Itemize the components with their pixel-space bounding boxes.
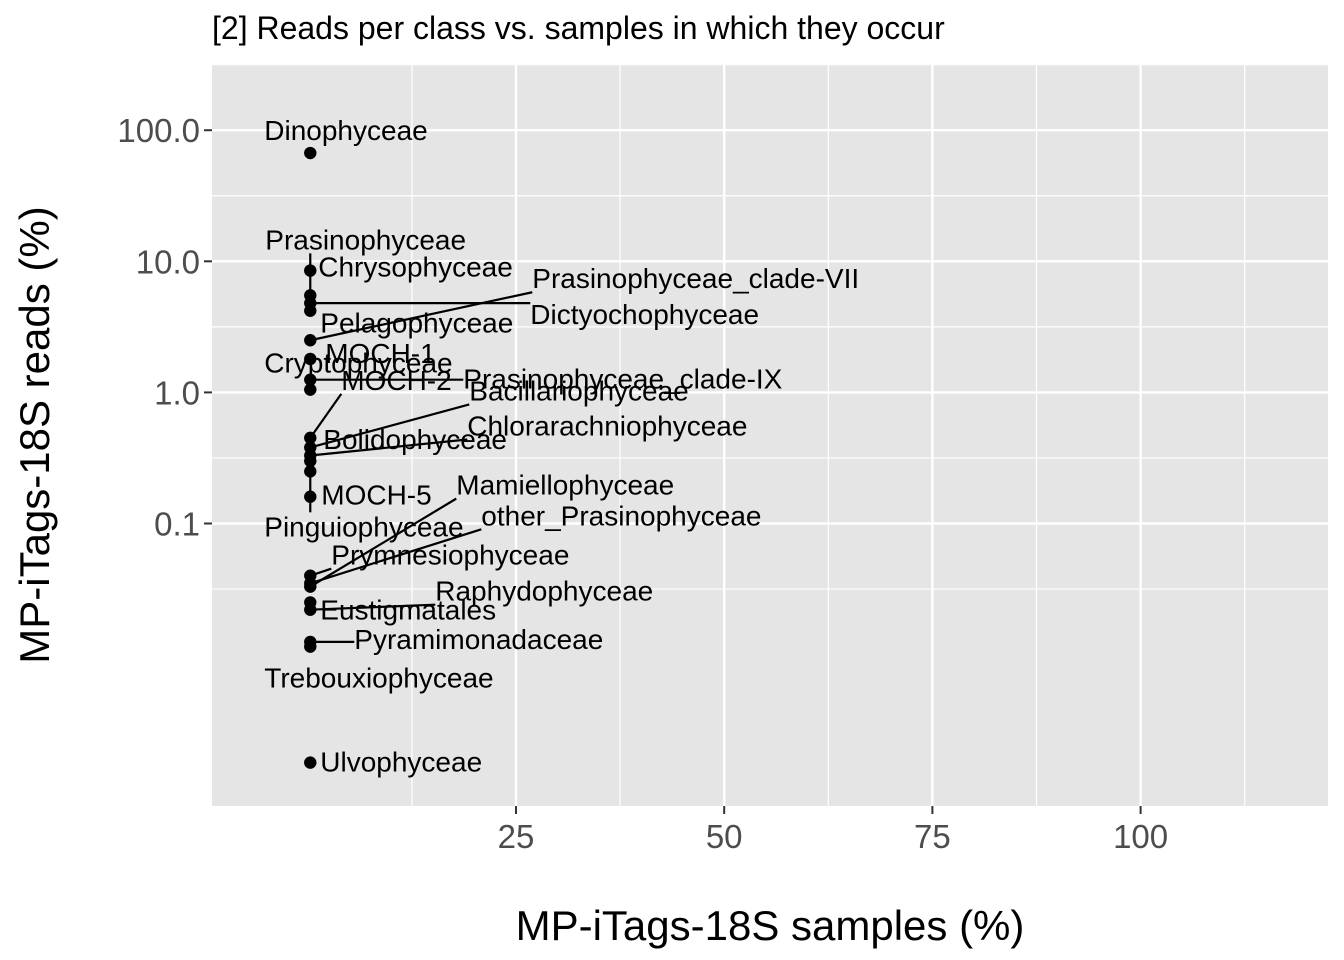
x-tick-label: 50 bbox=[706, 818, 743, 855]
x-tick-label: 100 bbox=[1113, 818, 1168, 855]
x-axis-title: MP-iTags-18S samples (%) bbox=[516, 902, 1025, 949]
data-point bbox=[304, 465, 317, 478]
chart-title: [2] Reads per class vs. samples in which… bbox=[212, 10, 945, 46]
data-point bbox=[304, 296, 317, 310]
point-label: Chrysophyceae bbox=[318, 252, 513, 283]
point-label: Eustigmatales bbox=[320, 594, 496, 625]
point-label: Trebouxiophyceae bbox=[264, 663, 493, 694]
leader-line bbox=[309, 403, 470, 449]
y-tick-label: 0.1 bbox=[154, 506, 200, 543]
data-point bbox=[304, 569, 317, 582]
plot-panel bbox=[212, 64, 1328, 806]
leader-line bbox=[310, 291, 533, 342]
y-axis-title: MP-iTags-18S reads (%) bbox=[11, 206, 58, 663]
point-label: Cryptophyceae bbox=[264, 348, 452, 379]
x-tick-label: 75 bbox=[914, 818, 951, 855]
point-label: Pelagophyceae bbox=[320, 308, 513, 339]
data-point bbox=[304, 373, 317, 386]
leader-line bbox=[310, 438, 468, 457]
point-label: MOCH-5 bbox=[321, 480, 431, 511]
leader-line bbox=[310, 603, 436, 611]
y-tick-label: 1.0 bbox=[154, 374, 200, 411]
x-tick-label: 25 bbox=[498, 818, 535, 855]
point-label: MOCH-1 bbox=[325, 338, 435, 369]
data-point bbox=[304, 454, 317, 468]
point-label: Chlorarachniophyceae bbox=[467, 411, 747, 442]
point-label: MOCH-2 bbox=[341, 365, 451, 396]
data-point bbox=[304, 640, 317, 653]
point-label: other_Prasinophyceae bbox=[481, 500, 761, 531]
leader-line bbox=[309, 497, 457, 588]
data-point bbox=[304, 352, 317, 366]
point-label: Mamiellophyceae bbox=[456, 470, 674, 501]
point-label: Pinguiophyceae bbox=[264, 511, 463, 542]
data-points bbox=[304, 146, 317, 769]
point-label: Pyramimonadaceae bbox=[354, 624, 603, 655]
data-point bbox=[304, 490, 317, 503]
point-label: Bacillariophyceae bbox=[469, 375, 688, 406]
leader-line bbox=[309, 393, 343, 439]
data-point bbox=[304, 334, 317, 347]
data-point bbox=[304, 756, 317, 769]
point-label: Raphydophyceae bbox=[435, 576, 653, 607]
point-label: Prymnesiophyceae bbox=[331, 540, 569, 571]
data-point bbox=[304, 596, 317, 609]
point-label: Prasinophyceae_clade-IX bbox=[463, 364, 782, 395]
point-label: Prasinophyceae_clade-VII bbox=[532, 263, 859, 294]
leader-line bbox=[309, 528, 482, 585]
data-point bbox=[304, 383, 317, 396]
point-label: Ulvophyceae bbox=[320, 747, 482, 778]
point-label: Dictyochophyceae bbox=[530, 299, 759, 330]
grid-lines bbox=[212, 64, 1328, 806]
point-label: Bolidophyceae bbox=[323, 424, 507, 455]
point-label: Prasinophyceae bbox=[265, 224, 466, 255]
axes: 25 50 75 100 0.1 1.0 10.0 100.0 bbox=[117, 112, 1168, 855]
y-tick-label: 10.0 bbox=[136, 243, 200, 280]
data-point bbox=[304, 264, 317, 277]
point-label: Dinophyceae bbox=[264, 115, 427, 146]
label-leader-lines bbox=[309, 253, 533, 643]
data-point bbox=[304, 431, 317, 445]
y-tick-label: 100.0 bbox=[117, 112, 200, 149]
data-point bbox=[304, 146, 317, 160]
